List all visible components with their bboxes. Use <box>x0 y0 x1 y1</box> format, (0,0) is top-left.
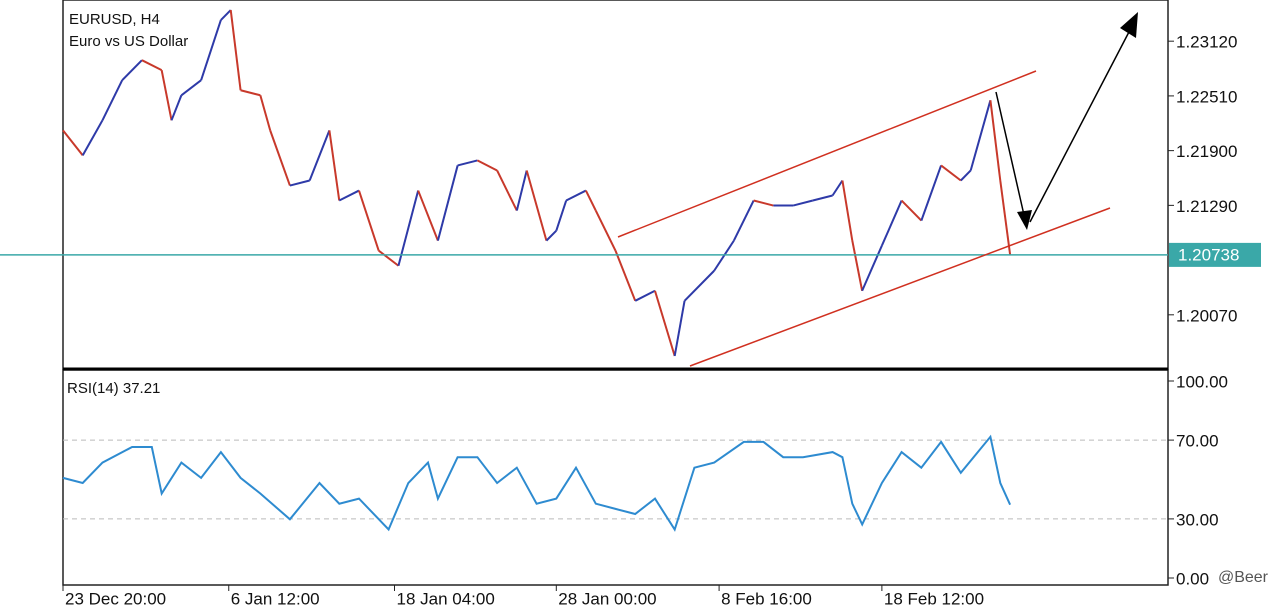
x-tick-label: 18 Feb 12:00 <box>884 589 984 608</box>
price-bar <box>476 159 498 172</box>
price-bar <box>585 190 597 212</box>
price-bar <box>594 210 617 252</box>
price-bar <box>515 170 528 211</box>
price-bar <box>141 59 163 72</box>
price-bar <box>220 9 232 21</box>
price-bar <box>397 190 420 266</box>
price-bar <box>555 200 568 231</box>
price-bar <box>269 130 291 186</box>
y-tick-label: 1.20070 <box>1176 306 1237 325</box>
y-tick-label: 1.22510 <box>1176 87 1237 106</box>
price-bar <box>200 19 222 81</box>
price-bar <box>812 194 833 202</box>
channel-upper <box>617 70 1037 238</box>
channel-lower <box>689 207 1111 367</box>
price-bar <box>683 270 715 302</box>
y-tick-label: 1.23120 <box>1176 33 1237 52</box>
x-tick-label: 6 Jan 12:00 <box>231 589 320 608</box>
price-bar <box>999 180 1012 256</box>
chart-title: EURUSD, H4 <box>69 11 160 28</box>
plot-layer: 1.23120 1.22510 1.21900 1.21290 1.20070 1.207… <box>0 9 1261 608</box>
price-bar <box>900 199 923 222</box>
price-bar <box>338 189 360 202</box>
price-bar <box>920 165 943 221</box>
price-bar <box>861 245 883 292</box>
price-bar <box>229 9 242 91</box>
arrow-up <box>1029 29 1131 223</box>
price-bar <box>436 165 459 241</box>
price-bar <box>81 119 104 156</box>
price-bar <box>634 289 656 302</box>
last-price-box <box>1169 242 1261 267</box>
price-bar <box>614 250 637 302</box>
price-bar <box>713 240 735 272</box>
price-bar <box>545 229 558 242</box>
price-bar <box>989 100 1002 181</box>
last-price-label: 1.20738 <box>1178 245 1239 264</box>
price-bar <box>378 249 400 267</box>
y-tick-label: 70.00 <box>1176 432 1219 451</box>
rsi-title: RSI(14) 37.21 <box>67 380 160 397</box>
x-tick-label: 28 Jan 00:00 <box>558 589 656 608</box>
price-bar <box>328 130 341 201</box>
x-tick-label: 23 Dec 20:00 <box>65 589 166 608</box>
price-bar <box>841 180 854 241</box>
price-bar <box>880 200 903 247</box>
chart-subtitle: Euro vs US Dollar <box>69 33 188 50</box>
price-bar <box>673 300 686 357</box>
y-tick-label: 1.21900 <box>1176 142 1237 161</box>
price-bar <box>121 59 143 81</box>
price-bar <box>417 190 439 241</box>
price-bar <box>792 199 814 207</box>
price-bar <box>654 290 676 357</box>
arrow-head <box>1017 210 1032 230</box>
price-bar <box>496 170 518 212</box>
y-tick-label: 1.21290 <box>1176 197 1237 216</box>
y-tick-label: 30.00 <box>1176 510 1219 529</box>
price-bar <box>753 199 774 207</box>
price-bar <box>732 200 755 242</box>
price-bar <box>358 190 380 251</box>
price-bar <box>457 159 478 167</box>
rsi-line <box>62 434 1012 532</box>
price-bar <box>831 179 844 197</box>
price-bar <box>565 189 587 202</box>
price-bar <box>969 100 992 171</box>
price-bar <box>960 169 972 182</box>
price-bar <box>851 240 864 291</box>
x-tick-label: 8 Feb 16:00 <box>721 589 812 608</box>
arrow-head <box>1120 12 1138 38</box>
price-bar <box>525 170 548 241</box>
price-bar <box>289 179 310 187</box>
price-bar <box>180 79 202 97</box>
price-bar <box>259 95 272 131</box>
price-bar <box>170 94 183 121</box>
price-bar <box>160 69 173 121</box>
y-tick-label: 0.00 <box>1176 569 1209 588</box>
y-tick-label: 100.00 <box>1176 372 1228 391</box>
price-bar <box>240 89 261 97</box>
price-bar <box>62 129 84 157</box>
x-tick-label: 18 Jan 04:00 <box>397 589 495 608</box>
watermark: @Beer <box>1218 569 1269 586</box>
price-bar <box>940 164 962 182</box>
arrow-down <box>995 91 1025 216</box>
price-bar <box>308 129 331 181</box>
price-bar <box>101 79 124 121</box>
